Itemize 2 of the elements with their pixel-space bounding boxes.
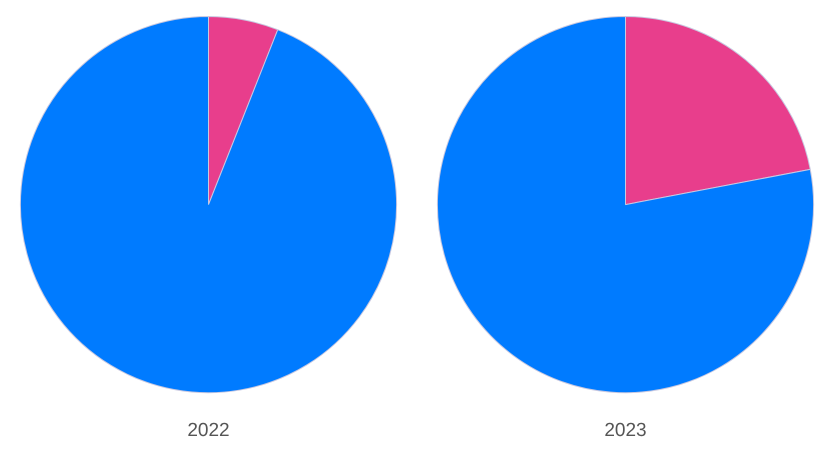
text: 2022: [187, 420, 230, 441]
text: 2023: [604, 420, 647, 441]
